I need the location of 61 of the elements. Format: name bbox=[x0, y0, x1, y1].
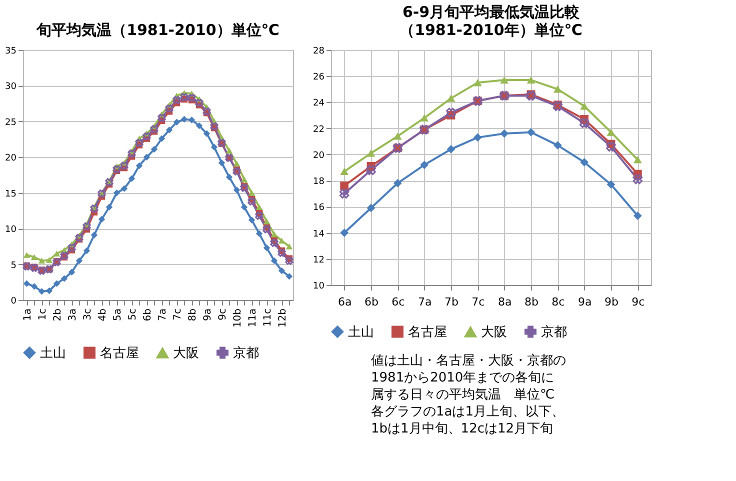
x-tick-label: 8b bbox=[187, 308, 198, 322]
legend-label: 京都 bbox=[233, 346, 259, 361]
y-tick-label: 30 bbox=[5, 82, 17, 92]
chart-subtitle: （1981-2010年）単位℃ bbox=[400, 21, 582, 39]
legend-label: 土山 bbox=[348, 324, 374, 340]
x-tick-label: 2b bbox=[52, 308, 64, 322]
x-tick-label: 1c bbox=[37, 308, 48, 320]
x-tick-label: 5a bbox=[112, 308, 124, 321]
x-tick-label: 8b bbox=[524, 296, 539, 308]
x-tick-label: 5c bbox=[127, 308, 138, 320]
y-tick-label: 14 bbox=[313, 229, 325, 240]
y-tick-label: 20 bbox=[5, 154, 17, 164]
y-tick-label: 25 bbox=[5, 118, 16, 128]
x-tick-label: 6c bbox=[392, 296, 405, 308]
y-tick-label: 16 bbox=[313, 203, 325, 214]
x-tick-label: 9c bbox=[632, 296, 645, 308]
x-tick-label: 4b bbox=[97, 308, 108, 322]
x-tick-label: 9a bbox=[578, 296, 592, 308]
y-tick-label: 35 bbox=[5, 46, 16, 56]
x-tick-label: 6b bbox=[142, 308, 154, 322]
x-tick-label: 3a bbox=[67, 308, 78, 321]
legend-label: 名古屋 bbox=[408, 324, 447, 340]
y-tick-label: 24 bbox=[313, 98, 325, 109]
x-tick-label: 3c bbox=[82, 308, 94, 320]
x-tick-label: 9a bbox=[202, 308, 214, 321]
x-tick-label: 1a bbox=[22, 308, 34, 321]
x-tick-label: 6b bbox=[364, 296, 379, 308]
x-tick-label: 8a bbox=[498, 296, 512, 308]
x-tick-label: 7c bbox=[472, 296, 485, 308]
text: 値は土山・名古屋・大阪・京都の1981から2010年までの各旬に属する日々の平均気温 単位℃ bbox=[371, 354, 566, 402]
x-tick-label: 9b bbox=[604, 296, 619, 308]
legend-label: 大阪 bbox=[481, 325, 507, 340]
y-tick-label: 0 bbox=[10, 296, 17, 306]
x-tick-label: 8c bbox=[552, 296, 565, 308]
x-tick-label: 7b bbox=[444, 296, 459, 308]
y-tick-label: 28 bbox=[313, 46, 325, 56]
legend-label: 大阪 bbox=[173, 346, 199, 362]
x-tick-label: 10b bbox=[232, 308, 244, 328]
y-tick-label: 22 bbox=[313, 124, 324, 135]
x-tick-label: 9c bbox=[217, 308, 228, 320]
chart-title: 6-9月旬平均最低気温比較 bbox=[402, 3, 581, 21]
x-tick-label: 7a bbox=[418, 296, 432, 308]
y-tick-label: 18 bbox=[313, 177, 325, 188]
y-tick-label: 15 bbox=[5, 189, 16, 200]
x-tick-label: 7c bbox=[172, 308, 184, 320]
legend-label: 名古屋 bbox=[100, 346, 139, 361]
y-tick-label: 10 bbox=[313, 282, 325, 292]
chart-title: 旬平均気温（1981-2010）単位℃ bbox=[36, 21, 280, 39]
legend-label: 京都 bbox=[541, 324, 567, 340]
x-tick-label: 12b bbox=[277, 308, 288, 328]
x-tick-label: 7a bbox=[157, 308, 168, 321]
legend-label: 土山 bbox=[40, 346, 66, 361]
text: 各グラフの1aは1月上旬、以下、1bは1月中旬、12cは12月下旬 bbox=[371, 404, 565, 436]
y-tick-label: 20 bbox=[313, 150, 325, 161]
y-tick-label: 10 bbox=[5, 225, 17, 236]
y-tick-label: 26 bbox=[313, 72, 325, 83]
y-tick-label: 12 bbox=[313, 255, 324, 266]
x-tick-label: 11a bbox=[247, 308, 258, 328]
x-tick-label: 6a bbox=[338, 296, 352, 308]
y-tick-label: 5 bbox=[10, 260, 16, 271]
x-tick-label: 11c bbox=[262, 308, 274, 327]
